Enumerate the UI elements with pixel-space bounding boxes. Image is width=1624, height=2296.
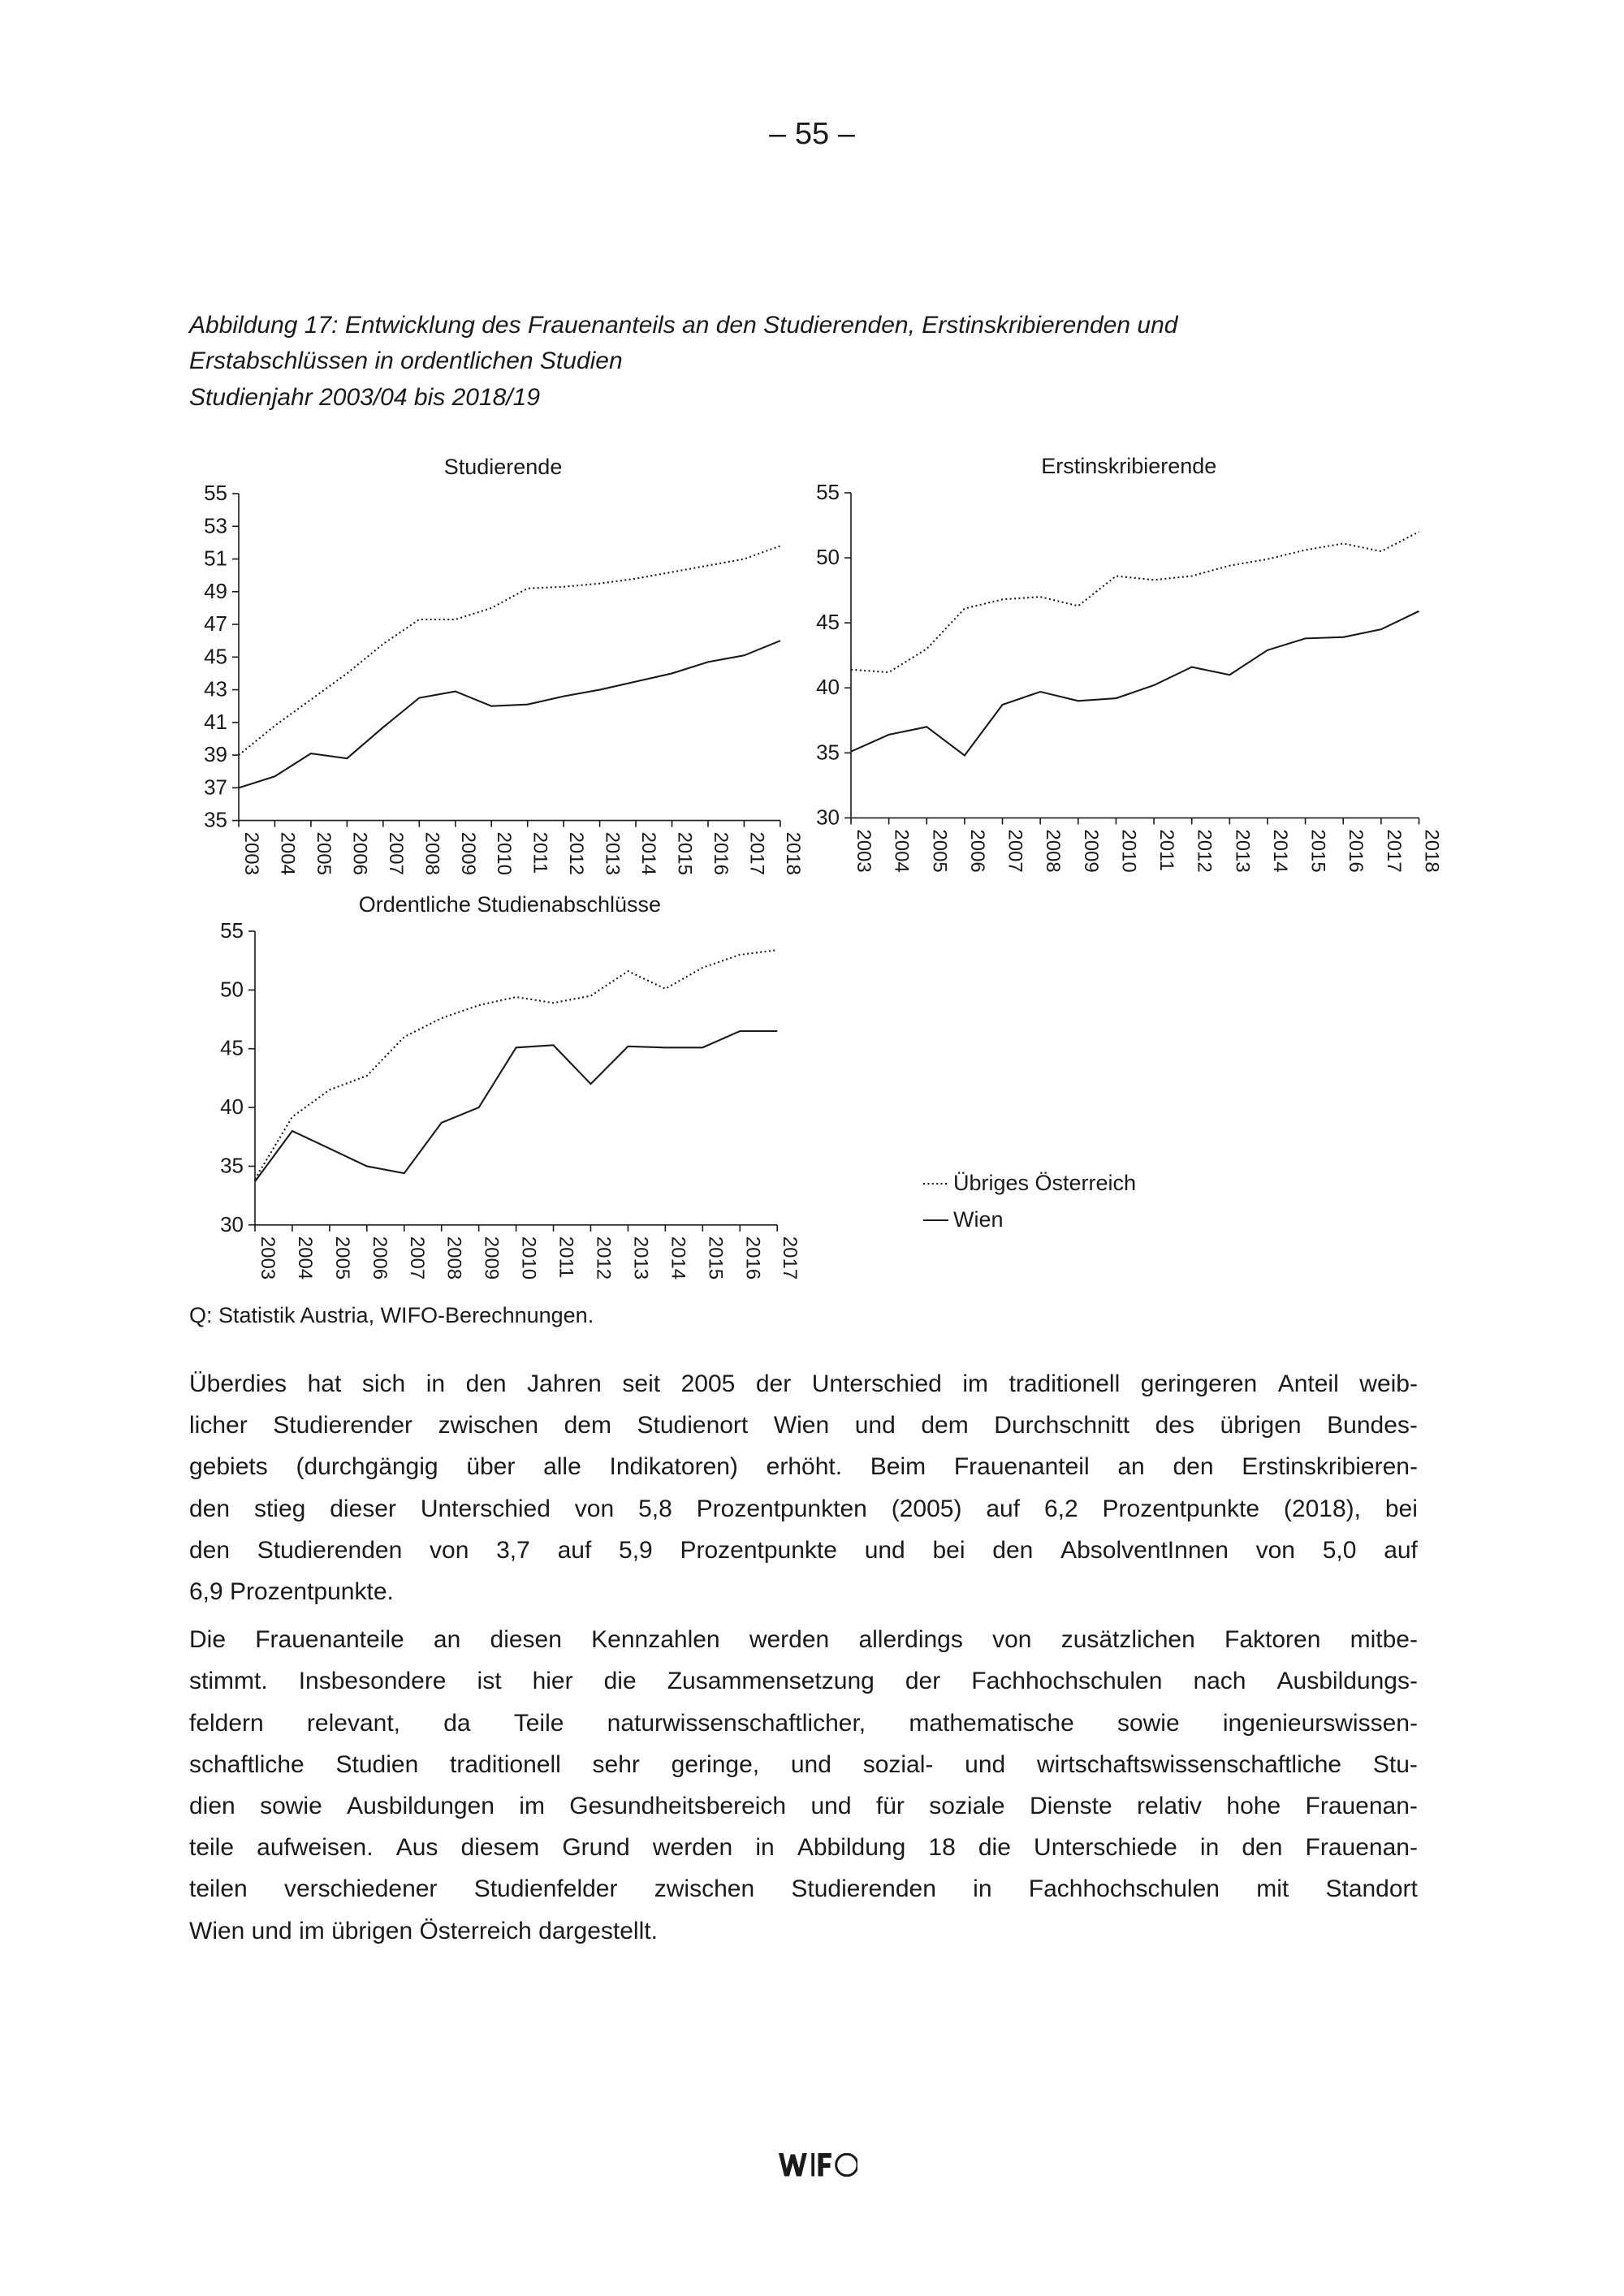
svg-text:2012: 2012: [1194, 829, 1216, 872]
svg-text:51: 51: [204, 546, 227, 570]
svg-text:2009: 2009: [456, 831, 478, 874]
svg-text:2015: 2015: [1307, 829, 1329, 872]
svg-text:2013: 2013: [629, 1236, 651, 1280]
svg-text:40: 40: [816, 675, 840, 699]
svg-text:2004: 2004: [294, 1236, 316, 1280]
svg-text:2009: 2009: [1080, 829, 1102, 872]
svg-text:47: 47: [204, 611, 227, 636]
svg-text:2011: 2011: [555, 1236, 577, 1279]
svg-text:2008: 2008: [443, 1236, 465, 1280]
svg-text:2017: 2017: [745, 831, 767, 874]
svg-text:45: 45: [220, 1036, 244, 1060]
svg-text:2006: 2006: [348, 831, 370, 874]
svg-text:55: 55: [204, 481, 227, 505]
svg-text:2005: 2005: [331, 1236, 353, 1280]
svg-text:2007: 2007: [384, 831, 406, 874]
svg-text:30: 30: [220, 1212, 244, 1236]
svg-text:2016: 2016: [710, 831, 732, 874]
svg-text:2014: 2014: [637, 831, 659, 874]
svg-text:2010: 2010: [1117, 829, 1139, 872]
svg-text:2008: 2008: [1042, 829, 1064, 872]
svg-text:2018: 2018: [1420, 829, 1442, 872]
svg-text:43: 43: [204, 676, 227, 701]
svg-text:2010: 2010: [493, 831, 515, 874]
svg-text:2008: 2008: [421, 831, 443, 874]
svg-text:55: 55: [816, 480, 840, 504]
svg-text:50: 50: [816, 545, 840, 569]
svg-text:2014: 2014: [1269, 829, 1291, 872]
svg-text:2015: 2015: [673, 831, 695, 874]
svg-text:45: 45: [816, 610, 840, 634]
svg-text:2006: 2006: [369, 1236, 391, 1280]
svg-text:2005: 2005: [313, 831, 335, 874]
svg-text:2004: 2004: [891, 829, 913, 872]
svg-text:2014: 2014: [667, 1236, 689, 1280]
svg-text:2013: 2013: [601, 831, 623, 874]
svg-text:37: 37: [204, 775, 227, 799]
svg-text:2010: 2010: [517, 1236, 539, 1280]
svg-text:53: 53: [204, 513, 227, 537]
svg-text:2012: 2012: [565, 831, 587, 874]
svg-text:50: 50: [220, 977, 244, 1001]
svg-text:45: 45: [204, 644, 227, 668]
svg-text:2012: 2012: [592, 1236, 614, 1280]
svg-text:2003: 2003: [240, 831, 262, 874]
svg-text:2016: 2016: [741, 1236, 763, 1280]
svg-text:35: 35: [204, 807, 227, 831]
svg-text:30: 30: [816, 805, 840, 829]
svg-text:40: 40: [220, 1094, 244, 1119]
svg-text:41: 41: [204, 710, 227, 734]
svg-text:2005: 2005: [928, 829, 950, 872]
svg-text:2003: 2003: [853, 829, 875, 872]
svg-text:55: 55: [220, 918, 244, 943]
svg-text:49: 49: [204, 579, 227, 603]
svg-text:35: 35: [220, 1153, 244, 1177]
svg-text:2007: 2007: [406, 1236, 428, 1280]
svg-text:2017: 2017: [1383, 829, 1405, 872]
svg-text:2011: 2011: [1155, 829, 1177, 871]
svg-text:2016: 2016: [1345, 829, 1367, 872]
svg-text:2017: 2017: [779, 1236, 801, 1280]
svg-text:2015: 2015: [704, 1236, 726, 1280]
svg-text:2011: 2011: [529, 831, 551, 874]
svg-text:2003: 2003: [257, 1236, 279, 1280]
svg-text:2004: 2004: [276, 831, 298, 874]
svg-text:35: 35: [816, 740, 840, 764]
svg-text:2006: 2006: [966, 829, 988, 872]
svg-text:2013: 2013: [1231, 829, 1253, 872]
svg-text:2009: 2009: [480, 1236, 502, 1280]
svg-text:2007: 2007: [1004, 829, 1026, 872]
svg-text:39: 39: [204, 742, 227, 766]
